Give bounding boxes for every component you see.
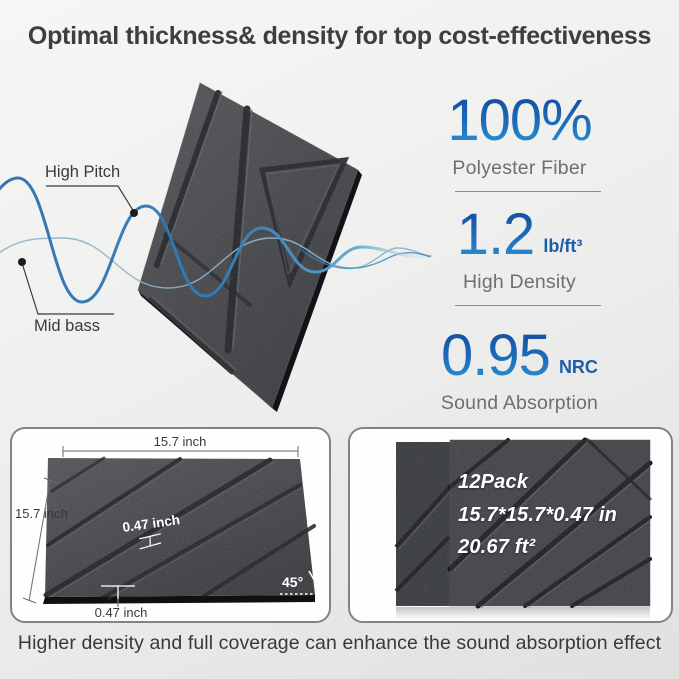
crisscross-wave [301, 249, 431, 269]
stat-polyester-value: 100% [447, 88, 592, 153]
stat-density-unit: lb/ft³ [543, 236, 583, 256]
pack-card: 12Pack 15.7*15.7*0.47 in 20.67 ft² [348, 427, 673, 623]
mid-bass-dot [18, 258, 26, 266]
thickness-bottom-annotation: 0.47 inch [95, 585, 148, 620]
pack-dimensions: 15.7*15.7*0.47 in [458, 503, 618, 526]
side-height-label: 15.7 inch [15, 506, 68, 521]
panel-right-edge [272, 170, 362, 412]
hero-illustration [0, 82, 433, 412]
bevel-annotation: 45° [280, 570, 323, 595]
acoustic-panel [137, 82, 359, 409]
pack-coverage: 20.67 ft² [458, 536, 536, 558]
stats-divider-2 [455, 305, 601, 306]
high-pitch-wave [0, 176, 426, 304]
high-pitch-dot [130, 209, 138, 217]
stat-nrc-unit: NRC [558, 357, 598, 377]
mid-bass-label: Mid bass [34, 317, 101, 335]
pack-count: 12Pack [458, 471, 529, 493]
side-dimension-line [28, 480, 51, 602]
stat-polyester: 100% Polyester Fiber [412, 92, 627, 180]
stats-divider-1 [455, 191, 601, 192]
panel-side-face [43, 595, 315, 604]
front-panel [447, 437, 653, 609]
high-pitch-label: High Pitch [45, 163, 121, 181]
pack-specs: 12Pack 15.7*15.7*0.47 in 20.67 ft² [458, 466, 617, 564]
dimensions-diagram: 15.7 inch 15.7 inch 0.47 inch 45° [15, 434, 323, 620]
sound-waves [0, 176, 433, 304]
panel-reflection [396, 607, 650, 620]
stat-nrc-label: Sound Absorption [440, 392, 599, 414]
top-width-label: 15.7 inch [154, 434, 207, 449]
callouts [18, 185, 138, 315]
stat-density-value: 1.2 [456, 202, 536, 267]
caption: Higher density and full coverage can enh… [17, 632, 662, 654]
thickness-bottom-label: 0.47 inch [95, 605, 148, 620]
stat-nrc: 0.95 NRC Sound Absorption [412, 327, 627, 415]
stat-polyester-label: Polyester Fiber [452, 157, 587, 179]
bevel-angle-label: 45° [282, 574, 303, 590]
dimensions-card: 15.7 inch 15.7 inch 0.47 inch 45° [10, 427, 331, 623]
pack-illustration [394, 437, 653, 620]
stat-nrc-value: 0.95 [441, 323, 551, 388]
dimension-panel [43, 456, 316, 600]
stat-density: 1.2 lb/ft³ High Density [412, 206, 627, 294]
page-title: Optimal thickness& density for top cost-… [27, 22, 652, 50]
stat-density-label: High Density [463, 271, 576, 293]
